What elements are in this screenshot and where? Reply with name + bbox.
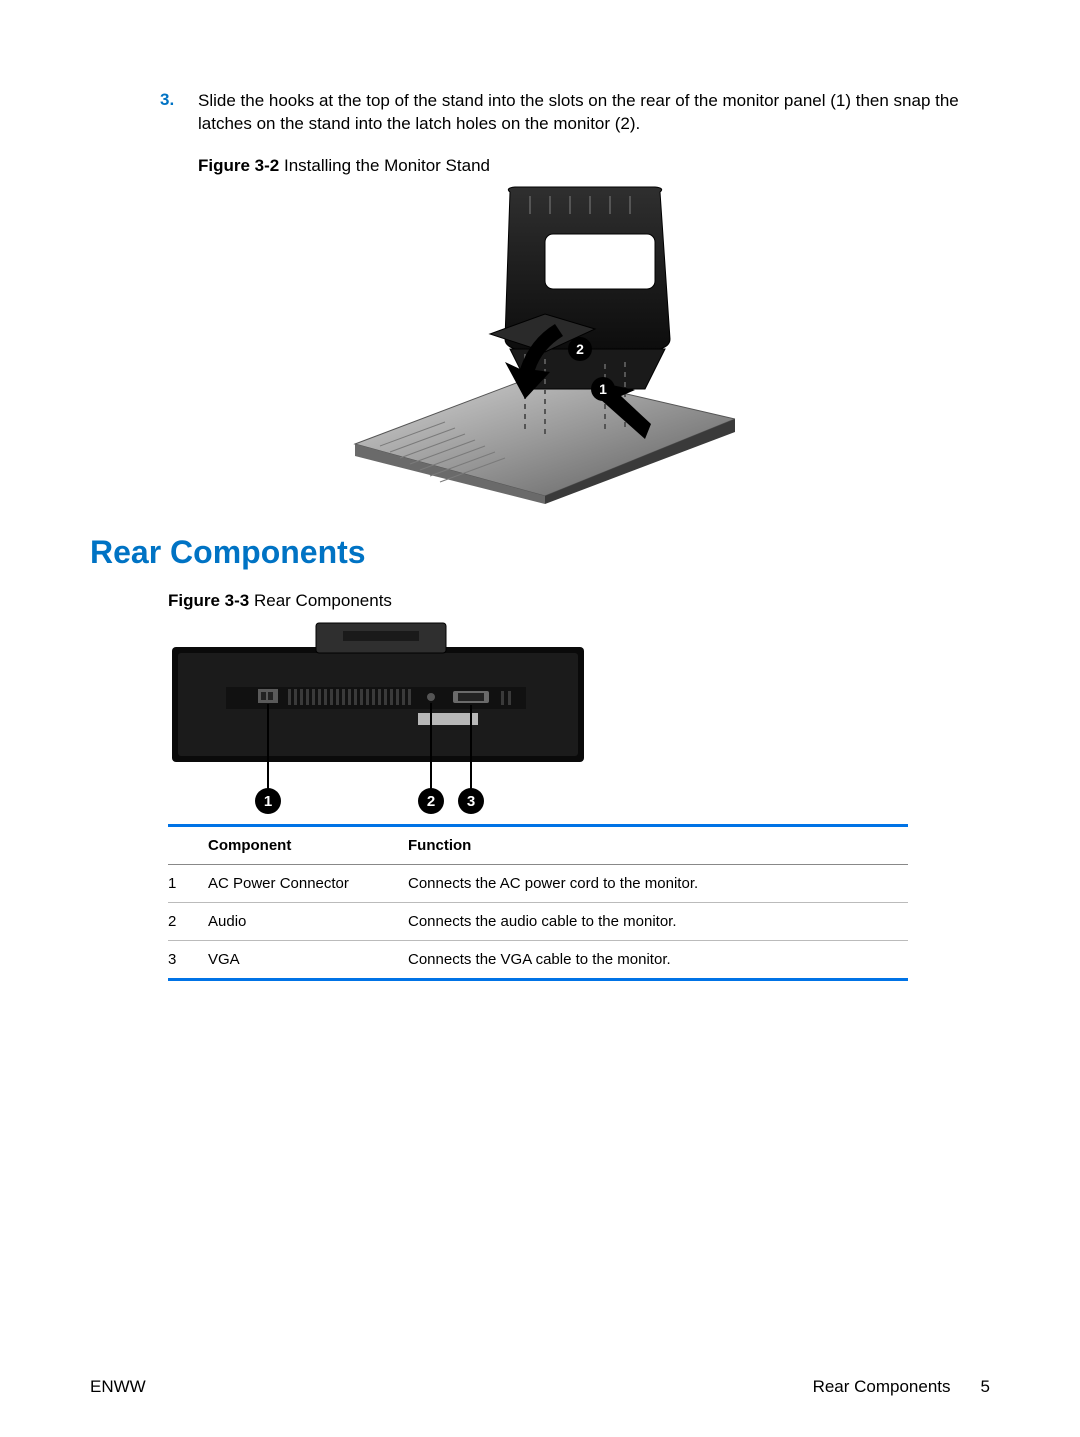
table-header-blank (168, 825, 208, 864)
svg-text:2: 2 (576, 341, 584, 357)
figure-2-callout-2: 2 (418, 788, 444, 814)
figure-1-caption: Figure 3-2 Installing the Monitor Stand (198, 156, 990, 176)
table-header-function: Function (408, 825, 908, 864)
step-text: Slide the hooks at the top of the stand … (198, 90, 990, 136)
table-cell-component: VGA (208, 940, 408, 979)
instruction-step: 3. Slide the hooks at the top of the sta… (160, 90, 990, 136)
table-cell-component: Audio (208, 902, 408, 940)
footer-page-number: 5 (981, 1377, 990, 1397)
figure-2-callout-3: 3 (458, 788, 484, 814)
table-cell-function: Connects the audio cable to the monitor. (408, 902, 908, 940)
table-cell-num: 1 (168, 864, 208, 902)
svg-text:1: 1 (264, 793, 272, 810)
table-row: 3 VGA Connects the VGA cable to the moni… (168, 940, 908, 979)
figure-2-caption: Figure 3-3 Rear Components (168, 591, 990, 611)
figure-2-label: Figure 3-3 (168, 591, 249, 610)
figure-2-callout-1: 1 (255, 788, 281, 814)
svg-text:1: 1 (599, 381, 607, 397)
table-cell-num: 2 (168, 902, 208, 940)
table-cell-function: Connects the AC power cord to the monito… (408, 864, 908, 902)
svg-text:2: 2 (427, 793, 435, 810)
step-number: 3. (160, 90, 180, 136)
figure-2-title: Rear Components (249, 591, 392, 610)
components-table: Component Function 1 AC Power Connector … (168, 824, 908, 981)
figure-1: 1 2 (90, 184, 990, 504)
table-cell-function: Connects the VGA cable to the monitor. (408, 940, 908, 979)
table-row: 2 Audio Connects the audio cable to the … (168, 902, 908, 940)
section-heading: Rear Components (90, 534, 990, 571)
figure-2: 1 2 3 (168, 619, 990, 824)
footer-left: ENWW (90, 1377, 146, 1397)
page-footer: ENWW Rear Components 5 (90, 1377, 990, 1397)
figure-1-label: Figure 3-2 (198, 156, 279, 175)
figure-1-callout-2: 2 (568, 337, 592, 361)
table-row: 1 AC Power Connector Connects the AC pow… (168, 864, 908, 902)
table-cell-num: 3 (168, 940, 208, 979)
figure-1-title: Installing the Monitor Stand (279, 156, 490, 175)
table-header-component: Component (208, 825, 408, 864)
table-cell-component: AC Power Connector (208, 864, 408, 902)
svg-text:3: 3 (467, 793, 475, 810)
footer-section-label: Rear Components (813, 1377, 951, 1397)
figure-1-callout-1: 1 (591, 377, 615, 401)
